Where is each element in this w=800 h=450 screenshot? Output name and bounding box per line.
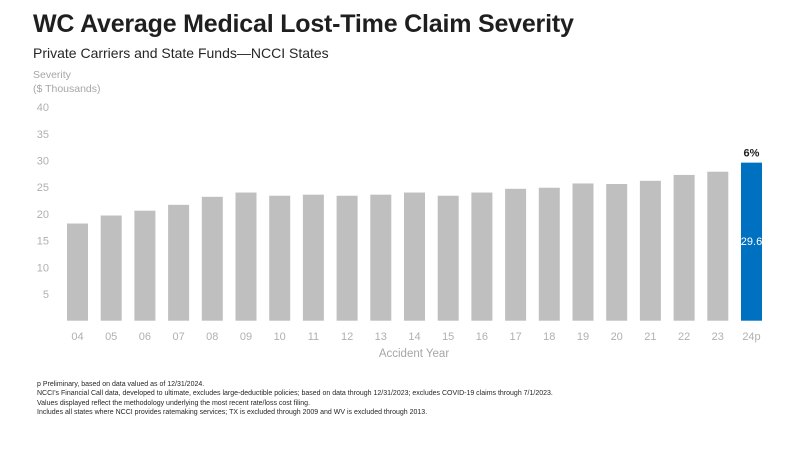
x-tick-label: 20	[611, 331, 623, 343]
y-axis-label: Severity ($ Thousands)	[33, 68, 101, 96]
x-tick-label: 04	[71, 331, 83, 343]
bar	[707, 171, 729, 321]
footnote: Includes all states where NCCI provides …	[37, 408, 428, 416]
x-tick-label: 15	[442, 331, 454, 343]
y-axis-label-line1: Severity	[33, 69, 71, 81]
bar-highlight	[741, 162, 762, 321]
x-tick-label: 11	[308, 331, 319, 343]
highlight-value-label: 29.6	[741, 236, 762, 248]
y-tick-label: 25	[37, 182, 49, 194]
x-tick-label: 18	[543, 331, 555, 343]
x-tick-label: 21	[644, 331, 656, 343]
bar	[437, 195, 459, 321]
bars	[67, 162, 762, 321]
bar	[302, 194, 324, 321]
bar	[572, 183, 594, 321]
bar	[404, 192, 425, 321]
x-axis-title: Accident Year	[379, 348, 450, 360]
x-tick-label: 14	[408, 331, 420, 343]
y-tick-label: 10	[37, 262, 49, 274]
bar	[639, 180, 661, 321]
bar	[471, 192, 493, 321]
bar	[606, 183, 628, 321]
bar	[67, 223, 88, 321]
y-axis-label-line2: ($ Thousands)	[33, 83, 101, 95]
x-tick-label: 13	[375, 331, 387, 343]
chart-subtitle: Private Carriers and State Funds—NCCI St…	[33, 45, 329, 61]
annotations: 6% 29.6	[741, 148, 762, 248]
y-tick-label: 30	[37, 156, 49, 168]
bar	[336, 195, 358, 321]
x-tick-label: 19	[577, 331, 589, 343]
bar	[673, 174, 695, 321]
bar	[201, 196, 223, 321]
y-tick-label: 5	[43, 289, 49, 301]
x-tick-label: 22	[678, 331, 690, 343]
footnote: NCCI’s Financial Call data, developed to…	[37, 390, 553, 398]
footnote: Values displayed reflect the methodology…	[37, 399, 311, 407]
x-tick-label: 09	[240, 331, 252, 343]
y-tick-label: 35	[37, 129, 49, 141]
x-tick-label: 08	[206, 331, 218, 343]
bar	[134, 210, 156, 321]
change-percent-label: 6%	[744, 148, 760, 160]
y-tick-label: 20	[37, 209, 49, 221]
bar	[505, 188, 527, 321]
x-tick-label: 06	[139, 331, 151, 343]
x-tick-label: 23	[712, 331, 724, 343]
bar	[370, 194, 392, 321]
x-tick-label: 05	[105, 331, 117, 343]
x-tick-label: 16	[476, 331, 488, 343]
bar	[100, 215, 122, 321]
bar	[235, 192, 257, 321]
footnote: p Preliminary, based on data valued as o…	[37, 381, 205, 388]
bar	[168, 204, 190, 321]
x-axis-ticks: 04 05 06 07 08 09 10 11 12 13 14 15 16 17 18 19 20 21 22 23…	[71, 331, 760, 343]
chart-title: WC Average Medical Lost-Time Claim Sever…	[33, 10, 574, 38]
x-tick-label: 24p	[742, 331, 760, 343]
x-tick-label: 07	[172, 331, 184, 343]
x-tick-label: 10	[274, 331, 286, 343]
y-tick-label: 15	[37, 236, 49, 248]
y-tick-label: 40	[37, 102, 49, 114]
bar	[269, 195, 291, 321]
bar	[538, 187, 560, 321]
footnotes: p Preliminary, based on data valued as o…	[37, 380, 553, 417]
x-tick-label: 17	[509, 331, 521, 343]
y-axis-ticks: 5 10 15 20 25 30 35 40	[37, 102, 49, 301]
bar-chart: 5 10 15 20 25 30 35 40 04 05 06 07 08 09 10 11 12 13 14 15…	[37, 102, 762, 360]
x-tick-label: 12	[341, 331, 353, 343]
